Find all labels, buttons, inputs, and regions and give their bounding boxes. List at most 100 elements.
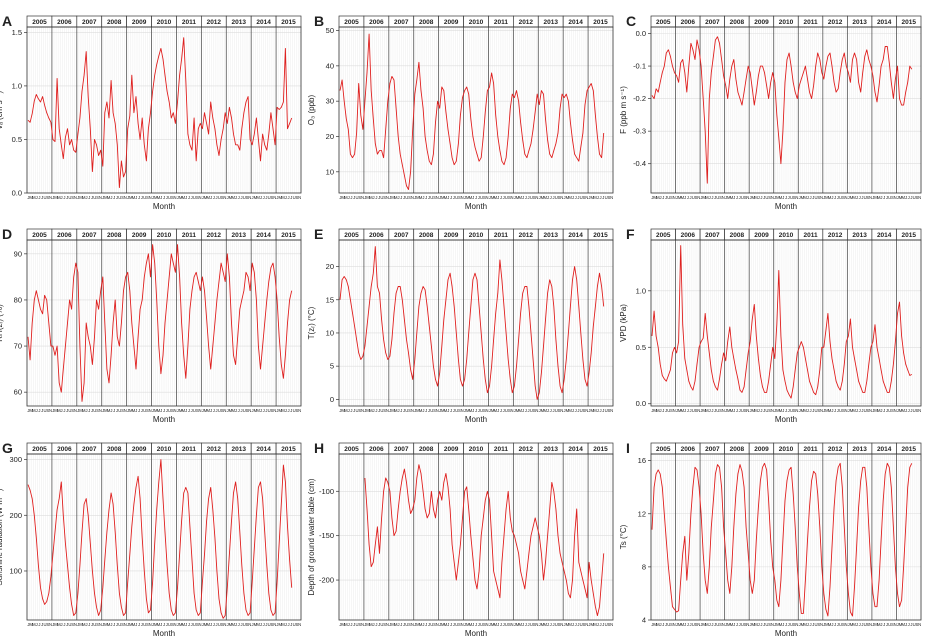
panel-border xyxy=(650,453,922,621)
year-strip-label: 2005 xyxy=(32,232,47,239)
month-tick-label: J xyxy=(684,408,686,413)
month-tick-label: J xyxy=(414,408,416,413)
month-tick-label: J xyxy=(428,408,430,413)
panel-letter: E xyxy=(314,226,323,242)
month-tick-label: J xyxy=(856,408,858,413)
month-tick-label: J xyxy=(602,195,604,200)
month-tick-label: U xyxy=(118,408,121,413)
month-tick-label: M xyxy=(541,408,545,413)
y-axis-label: VPD (kPa) xyxy=(619,304,628,342)
month-tick-label: S xyxy=(719,195,722,200)
month-tick-label: M xyxy=(877,408,881,413)
month-tick-label: N xyxy=(149,622,152,627)
month-tick-label: S xyxy=(221,195,224,200)
month-tick-label: M xyxy=(229,195,233,200)
month-tick-label: J xyxy=(659,195,661,200)
month-tick-label: J xyxy=(263,408,265,413)
month-tick-label: J xyxy=(238,195,240,200)
month-tick-label: U xyxy=(293,622,296,627)
month-tick-label: J xyxy=(422,622,424,627)
month-tick-label: S xyxy=(458,195,461,200)
month-tick-label: J xyxy=(823,622,825,627)
month-tick-label: S xyxy=(583,622,586,627)
month-tick-label: J xyxy=(403,195,405,200)
month-tick-label: M xyxy=(779,622,783,627)
month-tick-label: U xyxy=(790,622,793,627)
month-tick-label: M xyxy=(29,408,33,413)
month-tick-label: S xyxy=(533,195,536,200)
y-axis-label: Ts (°C) xyxy=(619,524,628,549)
month-tick-label: M xyxy=(391,622,395,627)
month-tick-label: N xyxy=(411,408,414,413)
month-tick-label: J xyxy=(425,622,427,627)
year-strip-label: 2008 xyxy=(107,232,122,239)
month-tick-label: J xyxy=(861,622,863,627)
month-tick-label: M xyxy=(107,195,111,200)
month-tick-label: M xyxy=(182,195,186,200)
month-tick-label: J xyxy=(252,622,254,627)
month-tick-label: M xyxy=(776,408,780,413)
month-tick-label: U xyxy=(741,195,744,200)
month-tick-label: U xyxy=(555,195,558,200)
month-tick-label: M xyxy=(754,408,758,413)
month-tick-label: J xyxy=(163,408,165,413)
month-tick-label: S xyxy=(670,195,673,200)
month-tick-label: M xyxy=(278,622,282,627)
month-tick-label: J xyxy=(662,622,664,627)
month-tick-label: J xyxy=(263,195,265,200)
month-tick-label: J xyxy=(185,622,187,627)
year-strip-label: 2010 xyxy=(469,446,484,453)
year-strip-label: 2009 xyxy=(444,446,459,453)
month-tick-label: U xyxy=(741,622,744,627)
month-tick-label: J xyxy=(709,408,711,413)
month-tick-label: M xyxy=(850,622,854,627)
month-tick-label: J xyxy=(447,622,449,627)
month-tick-label: N xyxy=(223,408,226,413)
month-tick-label: S xyxy=(146,195,149,200)
month-tick-label: J xyxy=(472,195,474,200)
month-tick-label: M xyxy=(341,195,345,200)
month-tick-label: S xyxy=(817,195,820,200)
month-tick-label: U xyxy=(839,195,842,200)
year-strip-label: 2013 xyxy=(543,19,558,26)
month-tick-label: J xyxy=(514,408,516,413)
month-tick-label: J xyxy=(823,195,825,200)
year-strip-label: 2011 xyxy=(182,19,196,26)
month-tick-label: S xyxy=(719,408,722,413)
month-tick-label: J xyxy=(602,622,604,627)
month-tick-label: J xyxy=(422,408,424,413)
month-tick-label: J xyxy=(439,408,441,413)
month-tick-label: U xyxy=(68,408,71,413)
month-tick-label: U xyxy=(555,408,558,413)
month-tick-label: M xyxy=(154,622,158,627)
month-tick-label: N xyxy=(746,195,749,200)
month-tick-label: J xyxy=(861,195,863,200)
month-tick-label: N xyxy=(560,622,563,627)
month-tick-label: J xyxy=(135,195,137,200)
month-tick-label: J xyxy=(188,622,190,627)
month-tick-label: J xyxy=(252,408,254,413)
month-tick-label: N xyxy=(99,408,102,413)
month-tick-label: U xyxy=(430,195,433,200)
month-tick-label: N xyxy=(585,408,588,413)
month-tick-label: J xyxy=(77,622,79,627)
month-tick-label: U xyxy=(580,622,583,627)
month-tick-label: N xyxy=(174,622,177,627)
panel-letter: B xyxy=(314,13,324,29)
month-tick-label: J xyxy=(210,408,212,413)
month-tick-label: J xyxy=(700,195,702,200)
month-tick-label: J xyxy=(725,408,727,413)
series-line xyxy=(27,244,293,402)
month-tick-label: U xyxy=(243,622,246,627)
month-tick-label: J xyxy=(85,622,87,627)
month-tick-label: U xyxy=(790,195,793,200)
year-strip-label: 2015 xyxy=(901,19,916,26)
month-tick-label: J xyxy=(788,408,790,413)
month-tick-label: N xyxy=(844,195,847,200)
month-tick-label: M xyxy=(828,622,832,627)
month-tick-label: U xyxy=(555,622,558,627)
y-tick-label: 1.0 xyxy=(12,81,22,90)
